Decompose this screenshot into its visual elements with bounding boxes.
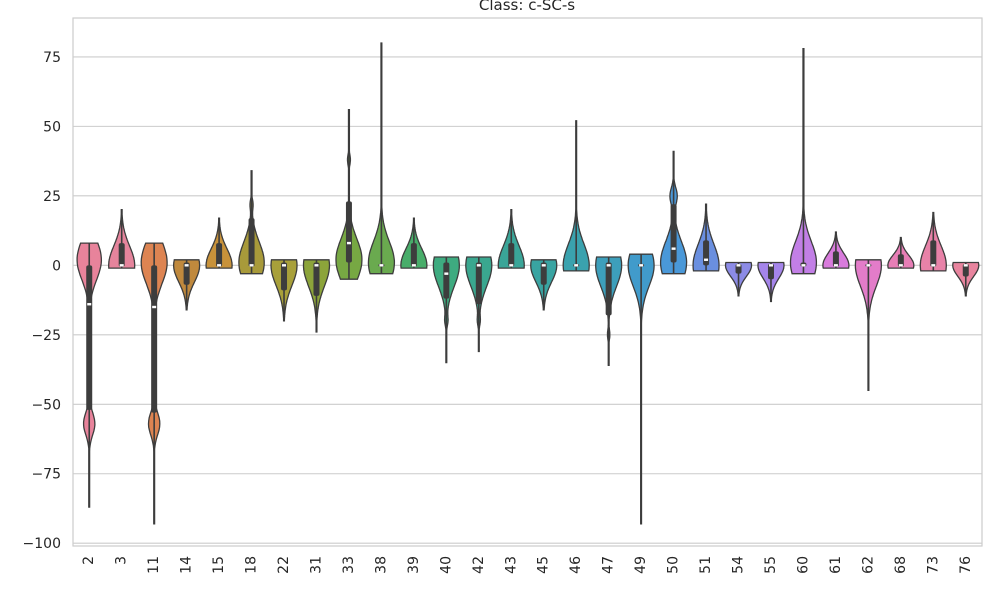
- x-axis-ticks: 2 3 11 14 15 18 22 31 33 38 39 40 42 43 45 46 47 49 50 51 54…: [81, 556, 974, 574]
- y-tick-label: −25: [31, 328, 61, 344]
- x-tick-label: 33: [341, 556, 357, 574]
- violin-iqr-box: [281, 262, 288, 291]
- violin-iqr-box: [151, 265, 158, 413]
- violin-iqr-box: [313, 262, 320, 296]
- violin-median: [87, 303, 92, 306]
- y-tick-label: −50: [31, 397, 61, 413]
- violin-iqr-box: [410, 243, 417, 267]
- y-axis-ticks: 75 50 25 0 −25 −50 −75 −100: [23, 50, 61, 552]
- x-tick-label: 47: [601, 556, 617, 574]
- x-tick-label: 39: [406, 556, 422, 574]
- violin-median: [866, 264, 871, 267]
- violin-median: [541, 264, 546, 267]
- x-tick-label: 2: [81, 556, 97, 565]
- x-tick-label: 45: [536, 556, 552, 574]
- violin-iqr-box: [605, 262, 612, 316]
- x-tick-label: 14: [179, 556, 195, 574]
- violin-iqr-box: [475, 262, 482, 305]
- violin-median: [152, 305, 157, 309]
- y-tick-label: 75: [43, 50, 61, 66]
- chart-title: Class: c-SC-s: [479, 0, 575, 14]
- violin-median: [768, 264, 773, 267]
- x-tick-label: 42: [471, 556, 487, 574]
- violin-iqr-box: [767, 263, 774, 280]
- x-tick-label: 40: [438, 556, 454, 574]
- violin-median: [704, 258, 709, 261]
- x-tick-label: 62: [860, 556, 876, 574]
- violin-median: [346, 241, 351, 245]
- x-tick-label: 50: [666, 556, 682, 574]
- violin-median: [411, 264, 416, 267]
- violin-iqr-box: [897, 254, 904, 267]
- violin-iqr-box: [962, 263, 969, 277]
- violin-iqr-box: [670, 204, 677, 263]
- violin-median: [639, 264, 644, 267]
- x-tick-label: 22: [276, 556, 292, 574]
- violin-median: [249, 264, 254, 267]
- x-tick-label: 38: [373, 556, 389, 574]
- violin-iqr-box: [345, 201, 352, 263]
- y-tick-label: −75: [31, 467, 61, 483]
- violin-median: [184, 264, 189, 267]
- violin-iqr-box: [508, 243, 515, 267]
- violin-median: [314, 264, 319, 267]
- x-tick-label: 68: [893, 556, 909, 574]
- y-tick-label: 25: [43, 189, 61, 205]
- violin-median: [217, 264, 222, 267]
- x-tick-label: 11: [146, 556, 162, 574]
- violin-median: [931, 264, 936, 267]
- violin-median: [736, 264, 741, 267]
- violin-iqr-box: [540, 262, 547, 285]
- x-tick-label: 31: [308, 556, 324, 574]
- violin-median: [444, 272, 449, 275]
- violin-median: [833, 264, 838, 267]
- x-tick-label: 49: [633, 556, 649, 574]
- violin-iqr-box: [703, 240, 710, 266]
- violin-iqr-box: [86, 265, 93, 410]
- violin-iqr-box: [443, 262, 450, 299]
- violin-median: [606, 264, 611, 267]
- y-tick-label: 50: [43, 119, 61, 135]
- x-tick-label: 76: [958, 556, 974, 574]
- violin-median: [476, 264, 481, 267]
- violins: [76, 42, 980, 525]
- violin-iqr-box: [216, 243, 223, 267]
- x-tick-label: 15: [211, 556, 227, 574]
- violin-median: [671, 247, 676, 250]
- violin-median: [898, 264, 903, 267]
- violin-median: [574, 264, 579, 267]
- plot-frame: [72, 17, 983, 547]
- violin-median: [509, 264, 514, 267]
- y-tick-label: −100: [23, 536, 61, 552]
- violin-median: [282, 264, 287, 267]
- violin-median: [801, 264, 806, 267]
- x-tick-label: 18: [244, 556, 260, 574]
- y-tick-label: 0: [52, 258, 61, 274]
- grid-lines: [73, 56, 982, 544]
- violin-iqr-box: [930, 240, 937, 267]
- x-tick-label: 55: [763, 556, 779, 574]
- x-tick-label: 60: [795, 556, 811, 574]
- x-tick-label: 54: [731, 556, 747, 574]
- violin-median: [379, 264, 384, 267]
- x-tick-label: 73: [925, 556, 941, 574]
- violin-iqr-box: [183, 262, 190, 285]
- x-tick-label: 61: [828, 556, 844, 574]
- x-tick-label: 51: [698, 556, 714, 574]
- x-tick-label: 3: [114, 556, 130, 565]
- violin-iqr-box: [248, 218, 255, 267]
- x-tick-label: 43: [503, 556, 519, 574]
- violin-iqr-box: [832, 251, 839, 267]
- x-tick-label: 46: [568, 556, 584, 574]
- violin-median: [119, 264, 124, 267]
- violin-median: [963, 264, 968, 267]
- violin-iqr-box: [118, 243, 125, 267]
